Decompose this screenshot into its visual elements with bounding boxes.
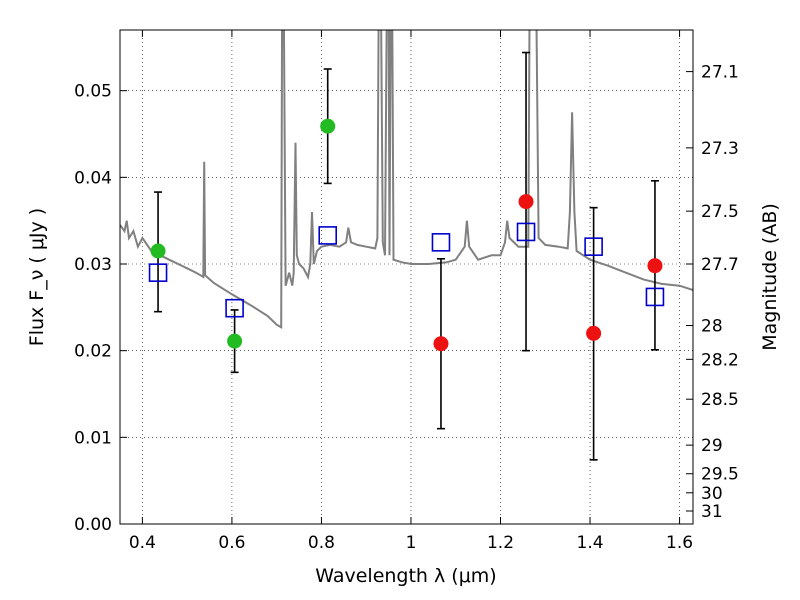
y-tick-label: 0.01 (74, 428, 112, 448)
y2-tick-label: 27.5 (701, 202, 739, 222)
y-axis-label: Flux F_ν ( μJy ) (26, 208, 48, 346)
y2-tick-label: 28.5 (701, 390, 739, 410)
y2-tick-label: 27.1 (701, 63, 739, 83)
model-flux-square (318, 226, 338, 245)
y2-axis-label: Magnitude (AB) (759, 203, 781, 351)
photometry-point (518, 194, 534, 210)
y2-tick-label: 29 (701, 436, 723, 456)
photometry-point (586, 325, 602, 341)
y-tick-label: 0.04 (74, 168, 112, 188)
y2-tick-label: 28 (701, 317, 723, 337)
model-flux-square (225, 298, 244, 318)
photometry-point (647, 258, 663, 274)
y2-tick-label: 27.3 (701, 139, 739, 159)
model-flux-square (431, 233, 451, 252)
model-flux-square (584, 237, 603, 256)
x-tick-label: 1.4 (577, 533, 604, 553)
photometry-point (433, 336, 449, 352)
data-layer (120, 30, 693, 330)
y2-tick-label: 27.7 (701, 255, 739, 275)
x-tick-label: 0.4 (129, 533, 156, 553)
x-tick-label: 1.6 (666, 533, 693, 553)
model-flux-square (516, 222, 536, 242)
y2-tick-label: 29.5 (701, 465, 739, 485)
y-tick-label: 0.05 (74, 82, 112, 102)
y-tick-label: 0.02 (74, 342, 112, 362)
y-tick-label: 0.00 (74, 515, 112, 535)
model-spectrum-line (120, 30, 693, 330)
model-flux-square (148, 263, 168, 282)
x-tick-label: 0.6 (218, 533, 245, 553)
x-tick-label: 0.8 (308, 533, 335, 553)
photometry-point (150, 243, 166, 259)
x-tick-label: 1.2 (487, 533, 514, 553)
model-flux-square (645, 287, 665, 307)
x-axis-label: Wavelength λ (μm) (315, 565, 496, 587)
y2-tick-label: 30 (701, 484, 723, 504)
plot-background (120, 30, 693, 524)
photometry-point (227, 333, 243, 349)
y2-tick-label: 28.2 (701, 350, 739, 370)
x-tick-label: 1 (406, 533, 417, 553)
marks-layer (148, 51, 665, 461)
y2-tick-label: 31 (701, 502, 723, 522)
plot-frame (119, 29, 694, 525)
ticks: 0.4 0.6 0.8 1 1.2 1.4 1.6 0.00 0.01 0.02 0.03 0.04 0… (74, 30, 739, 553)
y-tick-label: 0.03 (74, 255, 112, 275)
photometry-point (320, 118, 336, 134)
